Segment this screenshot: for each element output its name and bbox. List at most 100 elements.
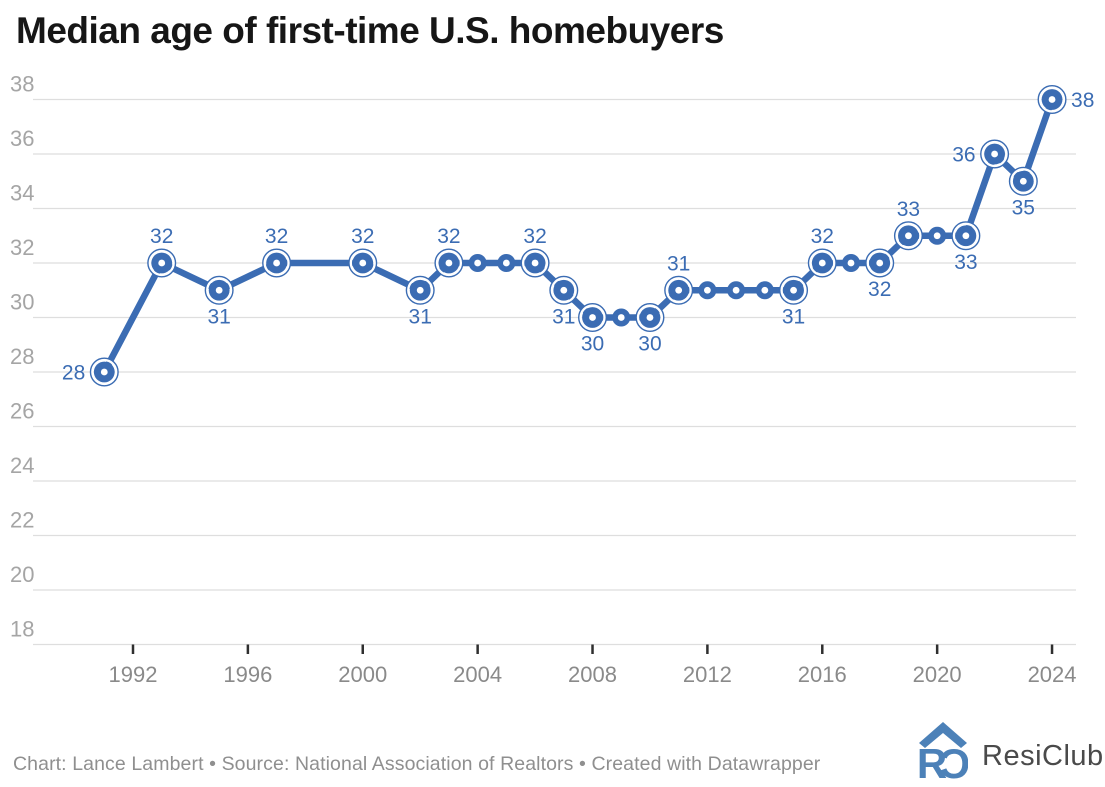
line-chart: 38 36 34 32 30 28 26 24 22 20 18 1992 1996 2000 2004 20…: [10, 72, 1094, 688]
point-ring-gap: [779, 276, 808, 304]
point-ring: [549, 275, 579, 305]
data-point-hole: [905, 232, 912, 240]
chart-title: Median age of first-time U.S. homebuyers: [16, 10, 724, 51]
point-ring: [147, 248, 177, 278]
data-point-label: 28: [62, 362, 85, 385]
point-ring: [779, 275, 809, 305]
y-axis-tick-label: 32: [10, 235, 34, 260]
point-ring: [1008, 166, 1038, 196]
x-axis-tick-label: 1996: [223, 662, 272, 687]
data-point-label: 31: [207, 305, 230, 328]
point-ring: [865, 248, 895, 278]
data-point-hole: [991, 150, 998, 158]
point-ring-gap: [866, 249, 894, 277]
data-point-hole: [617, 314, 625, 321]
point-ring: [262, 248, 292, 278]
point-ring-gap: [406, 276, 434, 304]
data-point-hole: [646, 314, 654, 321]
point-ring-gap: [808, 249, 836, 277]
x-axis-tick-label: 2024: [1028, 662, 1077, 687]
data-point-label: 32: [868, 278, 891, 301]
data-point-hole: [100, 368, 108, 376]
data-point-hole: [416, 286, 424, 294]
y-axis-tick-label: 24: [10, 453, 34, 478]
resiclub-logo: R C ResiClub: [918, 722, 1104, 779]
x-axis-tick-label: 2008: [568, 662, 617, 687]
y-axis-tick-label: 30: [10, 290, 34, 315]
y-axis-tick-label: 18: [10, 617, 34, 642]
data-point-hole: [761, 286, 769, 294]
point-ring-gap: [90, 358, 118, 386]
point-ring-gap: [578, 303, 607, 332]
point-ring-gap: [952, 222, 980, 250]
data-point-label: 36: [952, 144, 975, 167]
y-axis-tick-label: 38: [10, 72, 34, 97]
data-point-hole: [675, 286, 683, 294]
data-point-label: 33: [954, 251, 977, 274]
data-point-label: 32: [265, 225, 288, 248]
point-ring: [635, 303, 665, 333]
data-point-label: 31: [782, 305, 805, 328]
point-ring-gap: [550, 276, 578, 304]
point-ring-gap: [262, 249, 291, 277]
data-point-hole: [933, 232, 941, 240]
data-point-hole: [790, 286, 797, 294]
x-axis-tick-label: 2012: [683, 662, 732, 687]
data-point-hole: [962, 232, 970, 240]
point-ring-gap: [205, 276, 233, 304]
point-ring: [348, 248, 378, 278]
point-ring-gap: [521, 249, 549, 277]
data-point-hole: [876, 259, 884, 267]
data-point-label: 31: [552, 305, 575, 328]
data-point-hole: [474, 259, 482, 267]
point-ring-gap: [435, 249, 463, 277]
point-ring-gap: [894, 222, 923, 250]
point-ring: [807, 248, 837, 278]
data-point-hole: [704, 286, 711, 294]
svg-text:R: R: [918, 740, 947, 779]
data-point-hole: [445, 259, 453, 267]
point-ring-gap: [636, 303, 664, 332]
resiclub-logo-text: ResiClub: [982, 740, 1104, 772]
y-axis-tick-label: 20: [10, 562, 34, 587]
data-point-hole: [273, 259, 280, 267]
data-point-hole: [158, 259, 166, 267]
y-axis-tick-label: 36: [10, 126, 34, 151]
y-axis-tick-label: 34: [10, 181, 34, 206]
data-point-label: 32: [523, 225, 546, 248]
point-ring-gap: [349, 249, 377, 277]
point-ring: [89, 357, 119, 387]
data-point-label: 30: [638, 333, 661, 356]
data-point-hole: [531, 259, 539, 267]
data-point-label: 30: [581, 333, 604, 356]
point-ring: [520, 248, 550, 278]
point-ring: [951, 221, 981, 251]
data-point-hole: [560, 286, 568, 294]
point-ring: [204, 275, 234, 305]
data-point-hole: [502, 259, 510, 267]
data-point-hole: [818, 259, 826, 267]
data-point-label: 32: [351, 225, 374, 248]
data-point-label: 32: [150, 225, 173, 248]
data-point-label: 31: [409, 305, 432, 328]
data-point-label: 38: [1071, 89, 1094, 112]
x-axis-tick-label: 2020: [913, 662, 962, 687]
data-point-label: 32: [437, 225, 460, 248]
point-ring: [434, 248, 464, 278]
data-point-label: 35: [1012, 196, 1035, 219]
point-ring: [980, 139, 1010, 169]
chart-credit: Chart: Lance Lambert • Source: National …: [13, 753, 821, 775]
y-axis-tick-label: 22: [10, 508, 34, 533]
svg-text:C: C: [940, 740, 968, 779]
point-ring-gap: [1009, 167, 1037, 195]
point-ring: [1037, 84, 1067, 114]
y-axis-tick-label: 28: [10, 344, 34, 369]
x-axis-tick-label: 2004: [453, 662, 502, 687]
data-point-label: 33: [897, 198, 920, 221]
data-point-hole: [1048, 96, 1056, 103]
point-ring-gap: [980, 140, 1009, 168]
point-ring-gap: [148, 249, 176, 277]
data-point-label: 32: [811, 225, 834, 248]
x-axis-tick-label: 1992: [109, 662, 158, 687]
data-point-hole: [1019, 177, 1027, 185]
